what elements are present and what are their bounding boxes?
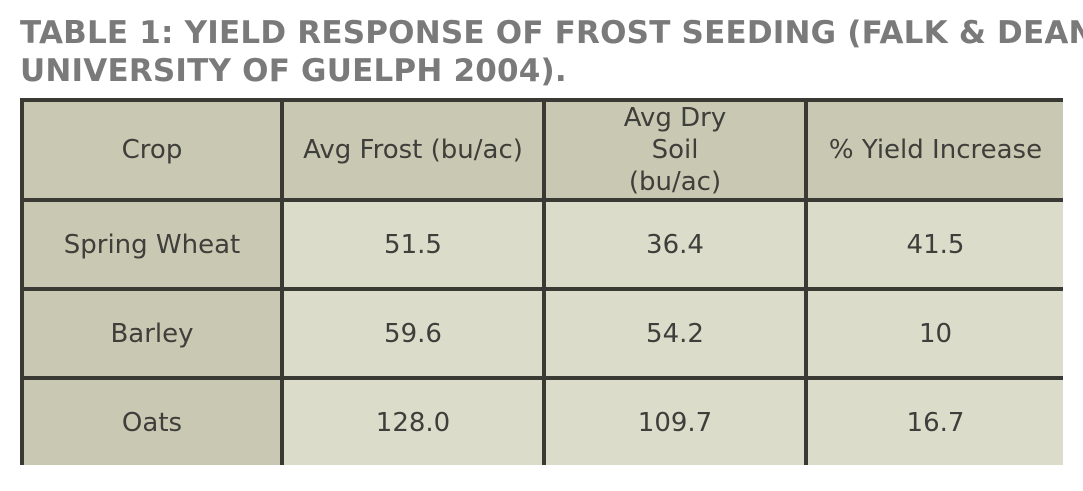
header-crop: Crop	[24, 102, 280, 198]
cell-avg-dry-soil: 36.4	[546, 202, 804, 287]
table-caption-line-2: UNIVERSITY OF GUELPH 2004).	[20, 53, 567, 89]
cell-avg-frost: 51.5	[284, 202, 542, 287]
yield-table: Crop Avg Frost (bu/ac) Avg Dry Soil (bu/…	[20, 98, 1067, 469]
header-avg-frost: Avg Frost (bu/ac)	[284, 102, 542, 198]
cell-yield-increase: 41.5	[808, 202, 1063, 287]
table-row: Spring Wheat 51.5 36.4 41.5	[24, 202, 1063, 287]
header-avg-dry-soil-label: Avg Dry Soil (bu/ac)	[623, 103, 727, 197]
cell-yield-increase: 10	[808, 291, 1063, 376]
table-row: Barley 59.6 54.2 10	[24, 291, 1063, 376]
cell-avg-frost: 59.6	[284, 291, 542, 376]
yield-table-frame: Crop Avg Frost (bu/ac) Avg Dry Soil (bu/…	[20, 98, 1063, 465]
table-caption: TABLE 1: YIELD RESPONSE OF FROST SEEDING…	[20, 14, 1083, 90]
header-yield-increase: % Yield Increase	[808, 102, 1063, 198]
cell-crop: Oats	[24, 380, 280, 465]
table-row: Oats 128.0 109.7 16.7	[24, 380, 1063, 465]
table-caption-line-1: TABLE 1: YIELD RESPONSE OF FROST SEEDING…	[20, 15, 1083, 51]
cell-avg-dry-soil: 54.2	[546, 291, 804, 376]
cell-avg-frost: 128.0	[284, 380, 542, 465]
cell-yield-increase: 16.7	[808, 380, 1063, 465]
cell-crop: Barley	[24, 291, 280, 376]
header-avg-dry-soil: Avg Dry Soil (bu/ac)	[546, 102, 804, 198]
cell-avg-dry-soil: 109.7	[546, 380, 804, 465]
table-header-row: Crop Avg Frost (bu/ac) Avg Dry Soil (bu/…	[24, 102, 1063, 198]
cell-crop: Spring Wheat	[24, 202, 280, 287]
